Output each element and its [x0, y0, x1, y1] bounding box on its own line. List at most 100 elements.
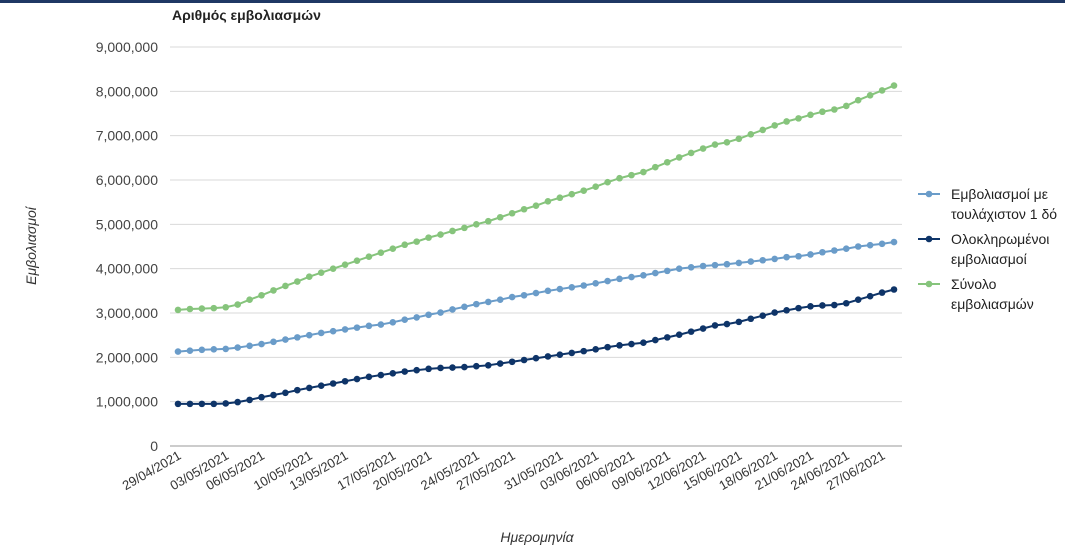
data-point — [783, 307, 790, 314]
data-point — [437, 231, 444, 238]
data-point — [246, 342, 253, 350]
data-point — [174, 400, 182, 408]
data-point — [544, 287, 552, 295]
data-point — [890, 82, 898, 89]
data-point — [759, 256, 767, 264]
data-point — [628, 340, 635, 348]
data-point — [878, 87, 886, 94]
data-point — [317, 382, 325, 390]
data-point — [735, 259, 743, 267]
data-point — [640, 339, 647, 347]
data-point — [425, 234, 432, 241]
series-2 — [174, 286, 898, 408]
data-point — [675, 331, 683, 339]
y-tick-label: 7,000,000 — [96, 128, 158, 144]
series-1 — [174, 238, 898, 355]
data-point — [819, 248, 826, 256]
data-point — [568, 190, 576, 198]
data-point — [282, 336, 289, 343]
y-tick-label: 2,000,000 — [96, 349, 158, 365]
data-point — [234, 344, 241, 351]
data-point — [282, 282, 289, 290]
data-point — [246, 296, 253, 304]
x-axis-ticks: 29/04/202103/05/202106/05/202110/05/2021… — [120, 448, 888, 494]
data-point — [556, 194, 564, 202]
series-3 — [174, 82, 898, 314]
data-point — [473, 221, 480, 228]
data-point — [604, 343, 611, 351]
y-tick-label: 1,000,000 — [96, 394, 158, 410]
data-point — [723, 260, 731, 268]
data-point — [377, 321, 385, 328]
data-point — [365, 253, 373, 260]
data-point — [711, 261, 719, 269]
data-point — [687, 264, 695, 271]
data-point — [389, 245, 397, 253]
data-point — [282, 389, 289, 397]
data-point — [795, 115, 802, 122]
y-axis-ticks: 0 1,000,000 2,000,000 3,000,000 4,000,000 5,0… — [96, 39, 159, 454]
data-point — [210, 346, 218, 353]
y-axis-label: Εμβολιασμοί — [23, 205, 39, 285]
data-point — [663, 158, 671, 166]
legend-item: Σύνολο εμβολιασμών — [918, 276, 1034, 312]
legend-item: Ολοκληρωμένοι εμβολιασμοί — [918, 231, 1049, 267]
legend-label: τουλάχιστον 1 δό — [951, 206, 1057, 222]
data-point — [866, 292, 874, 300]
data-point — [520, 356, 528, 364]
data-point — [186, 305, 194, 313]
data-point — [461, 363, 468, 371]
data-point — [389, 369, 397, 377]
data-point — [484, 362, 492, 369]
data-point — [413, 366, 420, 374]
data-point — [270, 391, 277, 399]
data-point — [294, 386, 301, 394]
data-point — [401, 316, 409, 323]
data-point — [699, 262, 707, 270]
data-point — [580, 187, 588, 194]
data-point — [222, 303, 230, 311]
data-point — [461, 303, 468, 311]
data-point — [174, 348, 182, 355]
y-tick-label: 4,000,000 — [96, 261, 158, 277]
data-point — [640, 168, 647, 176]
data-point — [842, 299, 850, 307]
data-point — [425, 311, 432, 319]
data-point — [317, 269, 325, 276]
gridlines — [170, 46, 902, 447]
data-point — [222, 345, 230, 353]
series-lines — [174, 82, 898, 408]
data-point — [353, 257, 361, 264]
data-point — [258, 291, 265, 299]
data-point — [640, 272, 647, 279]
legend-dot-marker — [925, 280, 933, 288]
data-point — [854, 243, 862, 250]
data-point — [771, 122, 778, 129]
data-point — [508, 358, 516, 366]
data-point — [258, 340, 265, 348]
data-point — [675, 154, 683, 161]
data-point — [365, 322, 373, 330]
data-point — [783, 253, 790, 261]
data-point — [759, 312, 767, 319]
y-tick-label: 3,000,000 — [96, 305, 158, 321]
data-point — [854, 96, 862, 104]
data-point — [747, 258, 755, 265]
data-point — [747, 315, 755, 323]
y-tick-label: 0 — [150, 438, 158, 454]
data-point — [174, 306, 182, 314]
data-point — [592, 280, 599, 287]
data-point — [556, 351, 564, 358]
data-point — [544, 197, 552, 205]
data-point — [687, 149, 695, 157]
data-point — [592, 346, 599, 353]
legend-dot-marker — [925, 190, 933, 198]
data-point — [496, 213, 504, 221]
data-point — [890, 286, 898, 293]
data-point — [520, 291, 528, 299]
data-point — [246, 396, 253, 404]
data-point — [795, 252, 802, 260]
data-point — [890, 238, 898, 246]
data-point — [377, 371, 385, 379]
